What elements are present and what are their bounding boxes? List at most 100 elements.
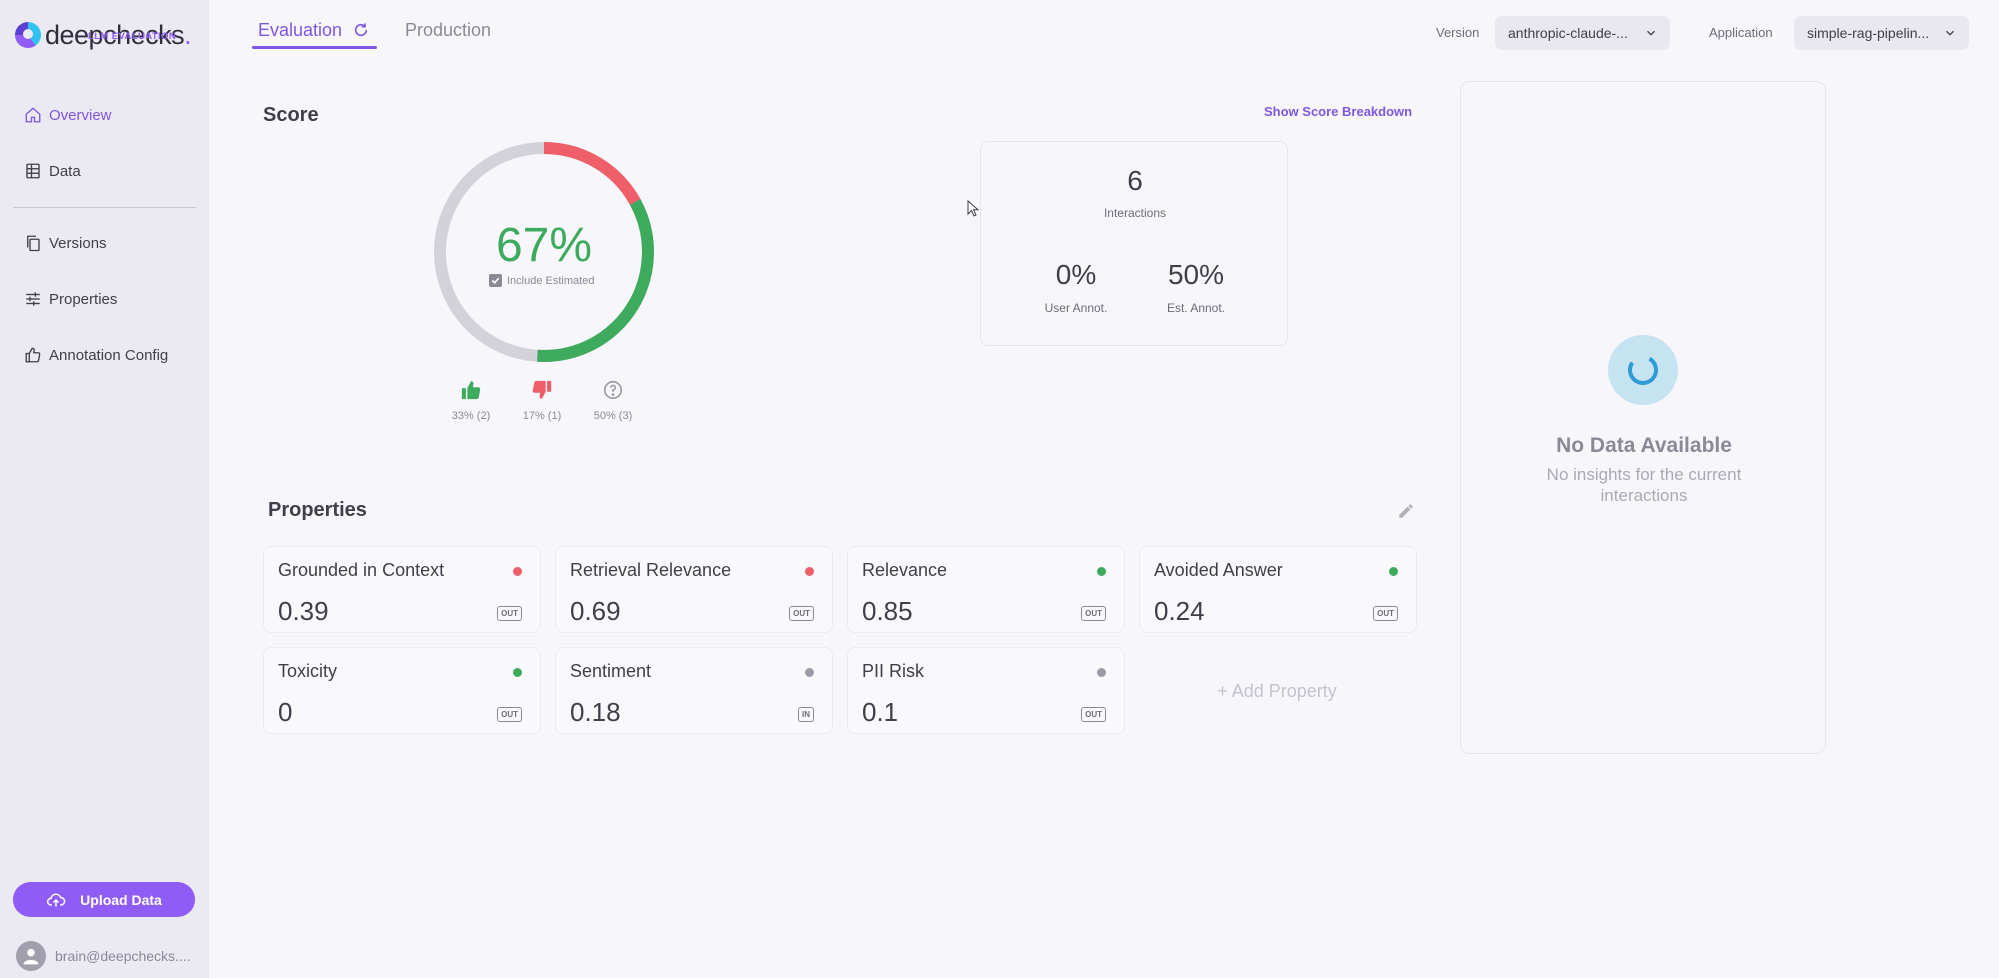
good-votes-text: 33% (2) <box>451 410 491 422</box>
question-circle-icon <box>603 380 623 400</box>
status-badge: OUT <box>497 707 522 722</box>
status-dot-icon <box>805 668 814 677</box>
score-percent: 67% <box>495 219 593 272</box>
refresh-icon[interactable] <box>353 22 369 38</box>
mouse-cursor-icon <box>967 200 979 217</box>
status-badge: OUT <box>1081 606 1106 621</box>
no-data-title: No Data Available <box>1556 434 1732 457</box>
chevron-down-icon <box>1647 30 1655 36</box>
application-label: Application <box>1709 25 1773 40</box>
sidebar-item-overview[interactable]: Overview <box>24 106 112 124</box>
sidebar-item-label: Annotation Config <box>49 346 169 364</box>
status-dot-icon <box>1097 567 1106 576</box>
include-estimated-label: Include Estimated <box>507 274 595 287</box>
status-dot-icon <box>1389 567 1398 576</box>
version-label: Version <box>1436 25 1480 40</box>
property-name: Avoided Answer <box>1154 560 1283 580</box>
status-dot-icon <box>805 567 814 576</box>
good-votes: 33% (2) <box>436 379 506 422</box>
property-name: Relevance <box>862 560 948 580</box>
status-badge: OUT <box>497 606 522 621</box>
unknown-votes: 50% (3) <box>578 379 648 422</box>
thumbs-up-icon <box>461 381 481 400</box>
properties-title: Properties <box>268 499 367 521</box>
sidebar-item-versions[interactable]: Versions <box>24 234 107 252</box>
application-select[interactable]: simple-rag-pipelin... <box>1794 16 1969 50</box>
property-card[interactable]: PII Risk 0.1 OUT <box>847 647 1125 734</box>
user-annot-label: User Annot. <box>1044 301 1108 315</box>
interactions-label: Interactions <box>1103 206 1167 220</box>
status-badge: OUT <box>789 606 814 621</box>
property-card[interactable]: Sentiment 0.18 IN <box>555 647 833 734</box>
property-card[interactable]: Avoided Answer 0.24 OUT <box>1139 546 1417 633</box>
sidebar-item-annotation-config[interactable]: Annotation Config <box>24 346 168 364</box>
est-annot-value: 50% <box>1167 259 1225 290</box>
est-annot-label: Est. Annot. <box>1166 301 1226 315</box>
sidebar-divider <box>13 207 196 208</box>
property-value: 0.1 <box>862 697 899 727</box>
property-value: 0.18 <box>570 697 621 727</box>
version-select[interactable]: anthropic-claude-... <box>1495 16 1670 50</box>
user-menu[interactable]: brain@deepchecks.... <box>16 941 191 971</box>
show-score-breakdown-link[interactable]: Show Score Breakdown <box>1264 104 1413 119</box>
status-badge: OUT <box>1373 606 1398 621</box>
property-value: 0.85 <box>862 596 913 626</box>
brand-subtitle: LLM EVALUATION <box>88 31 177 42</box>
property-card[interactable]: Toxicity 0 OUT <box>263 647 541 734</box>
interactions-value: 6 <box>1127 165 1143 196</box>
tab-evaluation-label: Evaluation <box>258 20 343 40</box>
bad-votes: 17% (1) <box>507 379 577 422</box>
property-card[interactable]: Grounded in Context 0.39 OUT <box>263 546 541 633</box>
property-value: 0.69 <box>570 596 621 626</box>
cloud-upload-icon <box>47 893 66 907</box>
user-annot-value: 0% <box>1055 259 1097 290</box>
property-value: 0.39 <box>278 596 329 626</box>
interactions-stats-card: 6 Interactions 0% User Annot. 50% Est. A… <box>980 141 1288 346</box>
status-badge: IN <box>798 707 814 722</box>
pencil-edit-icon[interactable] <box>1397 502 1415 520</box>
no-data-subtitle: No insights for the current interactions <box>1546 465 1742 505</box>
property-name: Grounded in Context <box>278 560 445 580</box>
property-value: 0 <box>278 697 293 727</box>
donut-segment-bad <box>434 142 654 362</box>
copy-icon <box>27 235 40 252</box>
bad-votes-text: 17% (1) <box>522 410 562 422</box>
status-dot-icon <box>513 668 522 677</box>
active-tab-indicator <box>252 46 377 49</box>
table-icon <box>26 163 40 179</box>
sidebar-item-label: Overview <box>49 106 112 124</box>
user-icon <box>23 948 39 965</box>
sidebar-item-label: Versions <box>49 234 107 252</box>
score-title: Score <box>263 104 319 126</box>
brand-dot: . <box>184 20 192 50</box>
tab-evaluation[interactable]: Evaluation <box>258 20 369 41</box>
upload-data-button[interactable]: Upload Data <box>13 882 195 917</box>
property-card[interactable]: Retrieval Relevance 0.69 OUT <box>555 546 833 633</box>
loading-spinner-icon <box>1608 335 1678 405</box>
sidebar-item-properties[interactable]: Properties <box>24 290 117 308</box>
deepchecks-logo[interactable]: deepchecks. <box>15 20 192 50</box>
chevron-down-icon <box>1946 30 1954 36</box>
property-name: Sentiment <box>570 661 652 681</box>
tab-production[interactable]: Production <box>405 20 492 40</box>
brand-name: deepchecks <box>45 20 185 50</box>
sidebar-item-label: Properties <box>49 290 118 308</box>
upload-data-label: Upload Data <box>80 891 162 908</box>
avatar <box>16 941 46 971</box>
sidebar: deepchecks. LLM EVALUATION Overview Data… <box>0 0 209 978</box>
sidebar-item-label: Data <box>49 162 81 180</box>
sidebar-item-data[interactable]: Data <box>24 162 81 180</box>
version-value: anthropic-claude-... <box>1508 25 1628 41</box>
property-name: PII Risk <box>862 661 925 681</box>
status-dot-icon <box>1097 668 1106 677</box>
include-estimated-checkbox[interactable]: Include Estimated <box>489 274 594 287</box>
unknown-votes-text: 50% (3) <box>593 410 633 422</box>
property-card[interactable]: Relevance 0.85 OUT <box>847 546 1125 633</box>
add-property-button[interactable]: + Add Property <box>1217 680 1337 701</box>
insights-panel: No Data Available No insights for the cu… <box>1460 81 1826 754</box>
property-name: Toxicity <box>278 661 338 681</box>
sliders-icon <box>26 292 40 306</box>
property-value: 0.24 <box>1154 596 1205 626</box>
property-name: Retrieval Relevance <box>570 560 732 580</box>
application-value: simple-rag-pipelin... <box>1807 25 1930 41</box>
